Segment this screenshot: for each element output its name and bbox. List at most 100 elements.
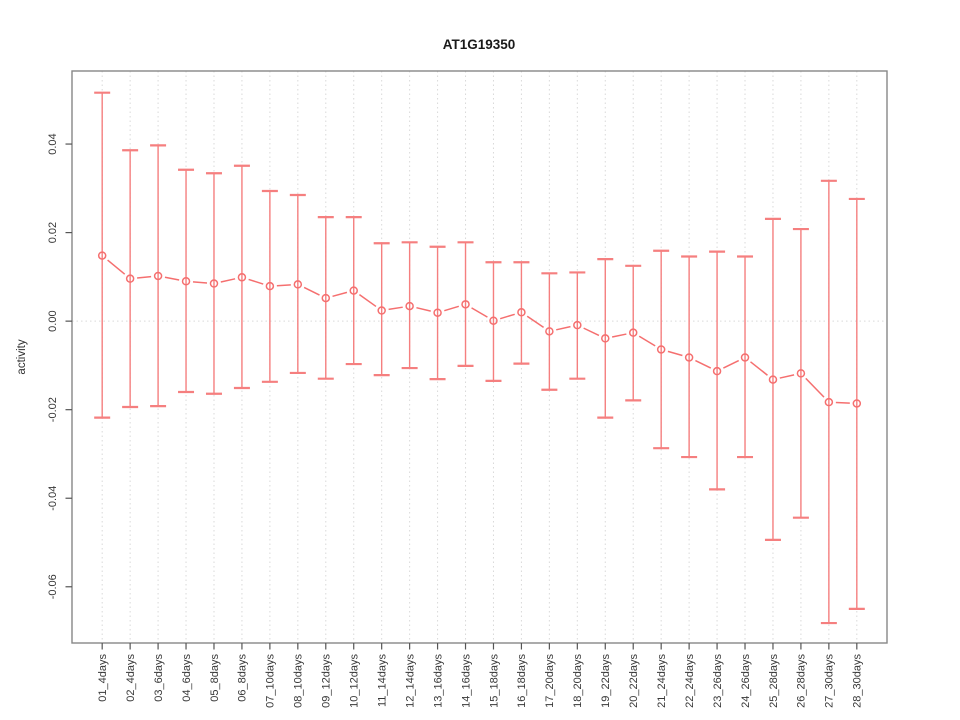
plot-frame [71, 70, 888, 644]
data-point [405, 301, 414, 311]
y-tick-label: -0.06 [47, 574, 59, 599]
series-segment [444, 305, 460, 312]
x-tick-label: 25_28days [768, 654, 780, 708]
y-tick-label: 0.02 [47, 222, 59, 243]
data-point [573, 320, 582, 330]
series-segment [164, 276, 180, 281]
error-bars-group [94, 91, 865, 625]
series-segment [750, 361, 768, 376]
series-segment [416, 306, 431, 312]
x-tick-label: 08_10days [293, 654, 305, 708]
line-segments-group [107, 259, 850, 404]
series-segment [638, 335, 656, 347]
x-tick-label: 09_12days [321, 654, 333, 708]
series-segment [107, 259, 126, 275]
x-tick-label: 14_16days [460, 654, 472, 708]
series-segment [835, 401, 850, 404]
data-point [125, 274, 135, 283]
chart-title: AT1G19350 [443, 37, 516, 52]
data-point [97, 251, 107, 260]
series-segment [276, 284, 291, 287]
y-tick-label: 0.04 [47, 133, 59, 154]
x-tick-label: 02_4days [125, 654, 137, 702]
series-segment [499, 313, 515, 320]
data-points-group [97, 251, 862, 408]
series-segment [192, 281, 208, 284]
x-tick-label: 24_26days [740, 654, 752, 708]
data-point [377, 306, 386, 315]
x-tick-label: 23_26days [712, 654, 724, 708]
data-point [153, 271, 163, 281]
data-point [265, 281, 275, 291]
x-tick-label: 06_8days [237, 654, 249, 702]
x-tick-label: 19_22days [600, 654, 612, 708]
x-tick-label: 18_20days [572, 654, 584, 708]
data-point [209, 279, 219, 288]
series-segment [220, 278, 236, 283]
series-segment [248, 278, 264, 285]
series-segment [526, 315, 545, 329]
x-tick-label: 01_4days [97, 654, 109, 702]
series-segment [556, 325, 571, 331]
x-axis-group: 01_4days 02_4days 03_6days 04_6days 05_8days… [97, 643, 864, 708]
x-tick-label: 22_24days [684, 654, 696, 708]
series-segment [667, 350, 683, 357]
x-tick-label: 15_18days [488, 654, 500, 708]
x-tick-label: 12_14days [404, 654, 416, 708]
y-tick-label: -0.02 [47, 397, 59, 422]
series-segment [805, 377, 825, 398]
x-tick-label: 05_8days [209, 654, 221, 702]
data-point [656, 345, 666, 354]
data-point [852, 399, 862, 408]
x-tick-label: 28_30days [852, 654, 864, 708]
series-segment [388, 306, 403, 311]
x-tick-label: 04_6days [181, 654, 193, 702]
series-segment [303, 286, 320, 296]
x-tick-label: 10_12days [349, 654, 361, 708]
data-point [628, 328, 638, 337]
series-segment [779, 374, 795, 379]
x-tick-label: 26_28days [796, 654, 808, 708]
data-point [181, 277, 191, 286]
data-point [545, 327, 554, 336]
gridlines-group [72, 71, 887, 643]
data-point [768, 375, 778, 384]
x-tick-label: 17_20days [544, 654, 556, 708]
series-segment [332, 291, 348, 298]
data-point [517, 308, 526, 317]
data-point [237, 273, 247, 282]
series-segment [358, 294, 377, 308]
x-tick-label: 27_30days [824, 654, 836, 708]
y-axis-label: activity [16, 339, 28, 374]
data-point [489, 316, 498, 325]
data-point [293, 280, 303, 289]
data-point [433, 308, 442, 317]
series-segment [723, 359, 740, 369]
data-point [684, 353, 694, 362]
series-segment [695, 359, 712, 369]
series-segment [137, 275, 152, 279]
data-point [740, 353, 750, 362]
data-point [601, 334, 610, 343]
y-tick-label: -0.04 [47, 486, 59, 511]
x-tick-label: 07_10days [265, 654, 277, 708]
x-tick-label: 21_24days [656, 654, 668, 708]
x-tick-label: 13_16days [432, 654, 444, 708]
y-axis-group: 0.04 0.02 0.00 -0.02 -0.04 -0.06 [47, 133, 72, 599]
x-tick-label: 11_14days [376, 654, 388, 708]
data-point [349, 286, 358, 295]
data-point [796, 369, 806, 378]
x-tick-label: 16_18days [516, 654, 528, 708]
data-point [461, 300, 470, 309]
data-point [321, 293, 331, 303]
series-segment [583, 327, 600, 337]
series-segment [611, 333, 627, 338]
data-point [712, 366, 722, 376]
x-tick-label: 03_6days [153, 654, 165, 702]
data-point [824, 397, 834, 407]
x-tick-label: 20_22days [628, 654, 640, 708]
series-segment [471, 307, 488, 318]
y-tick-label: 0.00 [47, 310, 59, 331]
